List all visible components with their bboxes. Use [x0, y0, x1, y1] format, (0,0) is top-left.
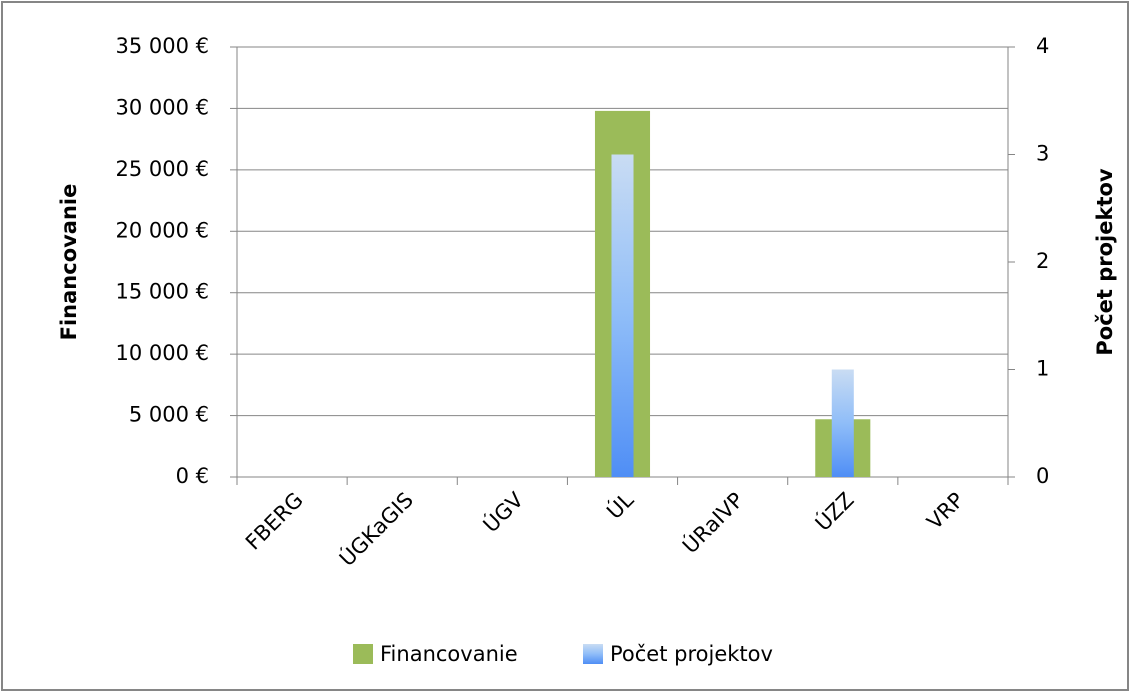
y2-axis-title: Počet projektov: [1093, 168, 1117, 356]
y-tick-label: 0 €: [176, 464, 209, 488]
y-tick-label: 5 000 €: [129, 403, 209, 427]
y2-tick-label: 2: [1036, 249, 1049, 273]
y2-tick-label: 4: [1036, 34, 1049, 58]
legend-label: Financovanie: [380, 642, 518, 666]
y2-tick-label: 3: [1036, 142, 1049, 166]
y-tick-label: 35 000 €: [115, 34, 209, 58]
y-tick-label: 15 000 €: [115, 280, 209, 304]
legend-label: Počet projektov: [610, 642, 773, 666]
y-tick-label: 10 000 €: [115, 341, 209, 365]
legend-swatch: [583, 644, 603, 664]
y2-tick-label: 0: [1036, 464, 1049, 488]
bar: [831, 369, 854, 477]
y-tick-label: 25 000 €: [115, 157, 209, 181]
y-tick-label: 30 000 €: [115, 95, 209, 119]
y2-tick-label: 1: [1036, 357, 1049, 381]
legend-swatch: [353, 644, 373, 664]
y-tick-label: 20 000 €: [115, 218, 209, 242]
bar: [611, 154, 634, 477]
y-axis-title: Financovanie: [57, 184, 81, 341]
